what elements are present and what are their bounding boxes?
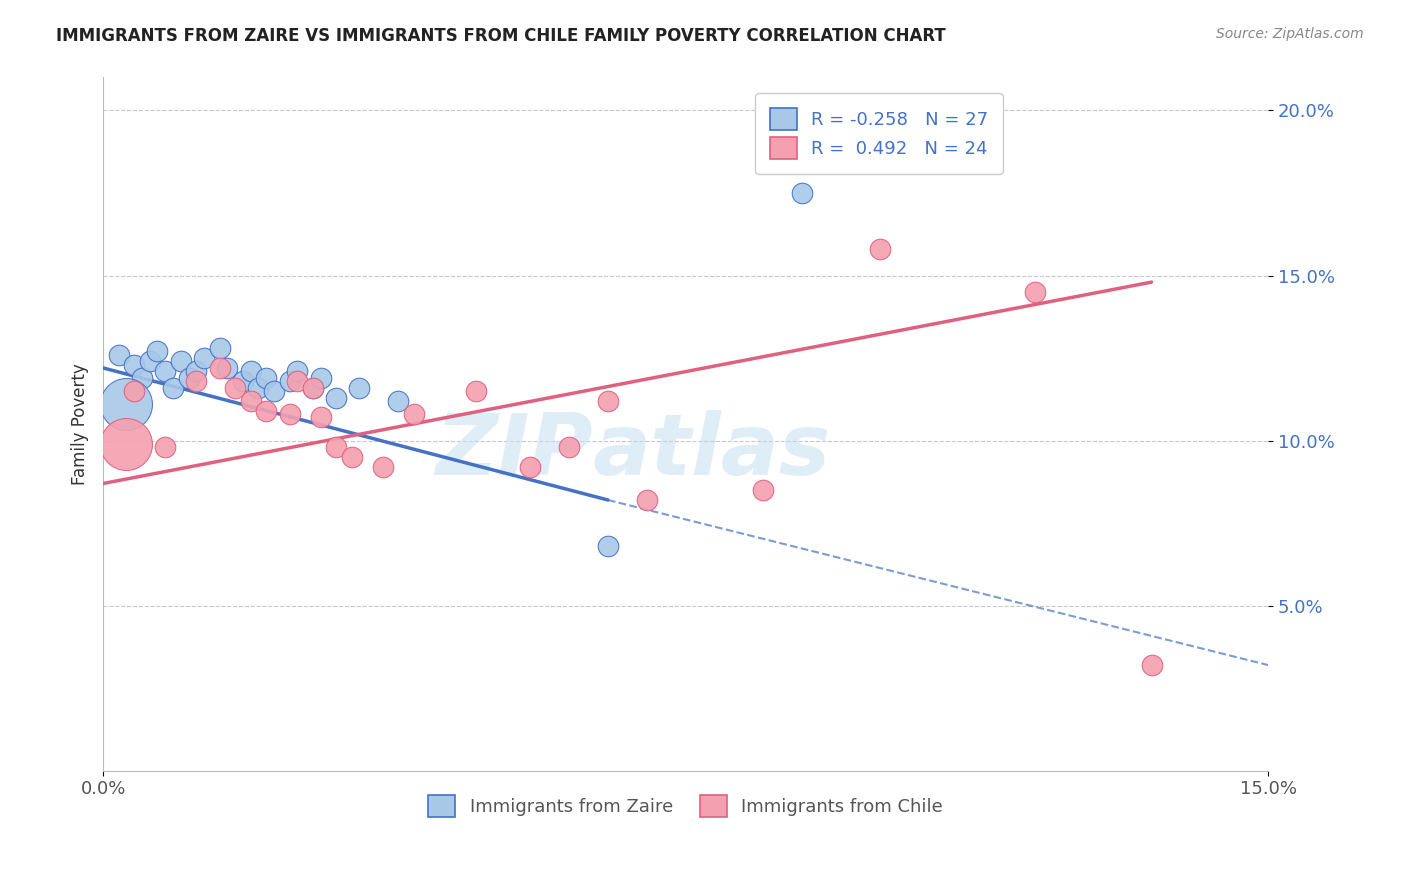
Point <box>186 364 208 378</box>
Point <box>752 483 775 497</box>
Point <box>193 351 215 365</box>
Point <box>239 364 262 378</box>
Point <box>1024 285 1046 299</box>
Point <box>790 186 813 200</box>
Y-axis label: Family Poverty: Family Poverty <box>72 363 89 485</box>
Point <box>162 381 184 395</box>
Point <box>464 384 486 398</box>
Point <box>254 404 277 418</box>
Point <box>177 371 200 385</box>
Point <box>349 381 371 395</box>
Point <box>340 450 363 464</box>
Text: Source: ZipAtlas.com: Source: ZipAtlas.com <box>1216 27 1364 41</box>
Point <box>131 371 153 385</box>
Point <box>254 371 277 385</box>
Point <box>309 371 332 385</box>
Point <box>224 381 246 395</box>
Point <box>301 381 323 395</box>
Point <box>115 437 138 451</box>
Point <box>636 493 658 508</box>
Point <box>325 391 347 405</box>
Point <box>309 410 332 425</box>
Point <box>217 360 239 375</box>
Point <box>278 407 301 421</box>
Point <box>155 364 177 378</box>
Point <box>239 394 262 409</box>
Point <box>115 397 138 411</box>
Point <box>263 384 285 398</box>
Text: atlas: atlas <box>592 410 831 493</box>
Point <box>596 539 619 553</box>
Point <box>278 374 301 388</box>
Legend: Immigrants from Zaire, Immigrants from Chile: Immigrants from Zaire, Immigrants from C… <box>420 788 950 824</box>
Text: ZIP: ZIP <box>434 410 592 493</box>
Point <box>371 460 394 475</box>
Point <box>122 358 145 372</box>
Point <box>208 360 231 375</box>
Text: IMMIGRANTS FROM ZAIRE VS IMMIGRANTS FROM CHILE FAMILY POVERTY CORRELATION CHART: IMMIGRANTS FROM ZAIRE VS IMMIGRANTS FROM… <box>56 27 946 45</box>
Point <box>170 354 193 368</box>
Point <box>519 460 541 475</box>
Point <box>247 381 270 395</box>
Point <box>301 381 323 395</box>
Point <box>285 374 308 388</box>
Point <box>325 440 347 454</box>
Point <box>208 341 231 355</box>
Point <box>285 364 308 378</box>
Point <box>186 374 208 388</box>
Point <box>107 348 129 362</box>
Point <box>558 440 581 454</box>
Point <box>138 354 160 368</box>
Point <box>155 440 177 454</box>
Point <box>1140 658 1163 673</box>
Point <box>146 344 169 359</box>
Point <box>596 394 619 409</box>
Point <box>402 407 425 421</box>
Point <box>869 242 891 256</box>
Point <box>122 384 145 398</box>
Point <box>387 394 409 409</box>
Point <box>232 374 254 388</box>
